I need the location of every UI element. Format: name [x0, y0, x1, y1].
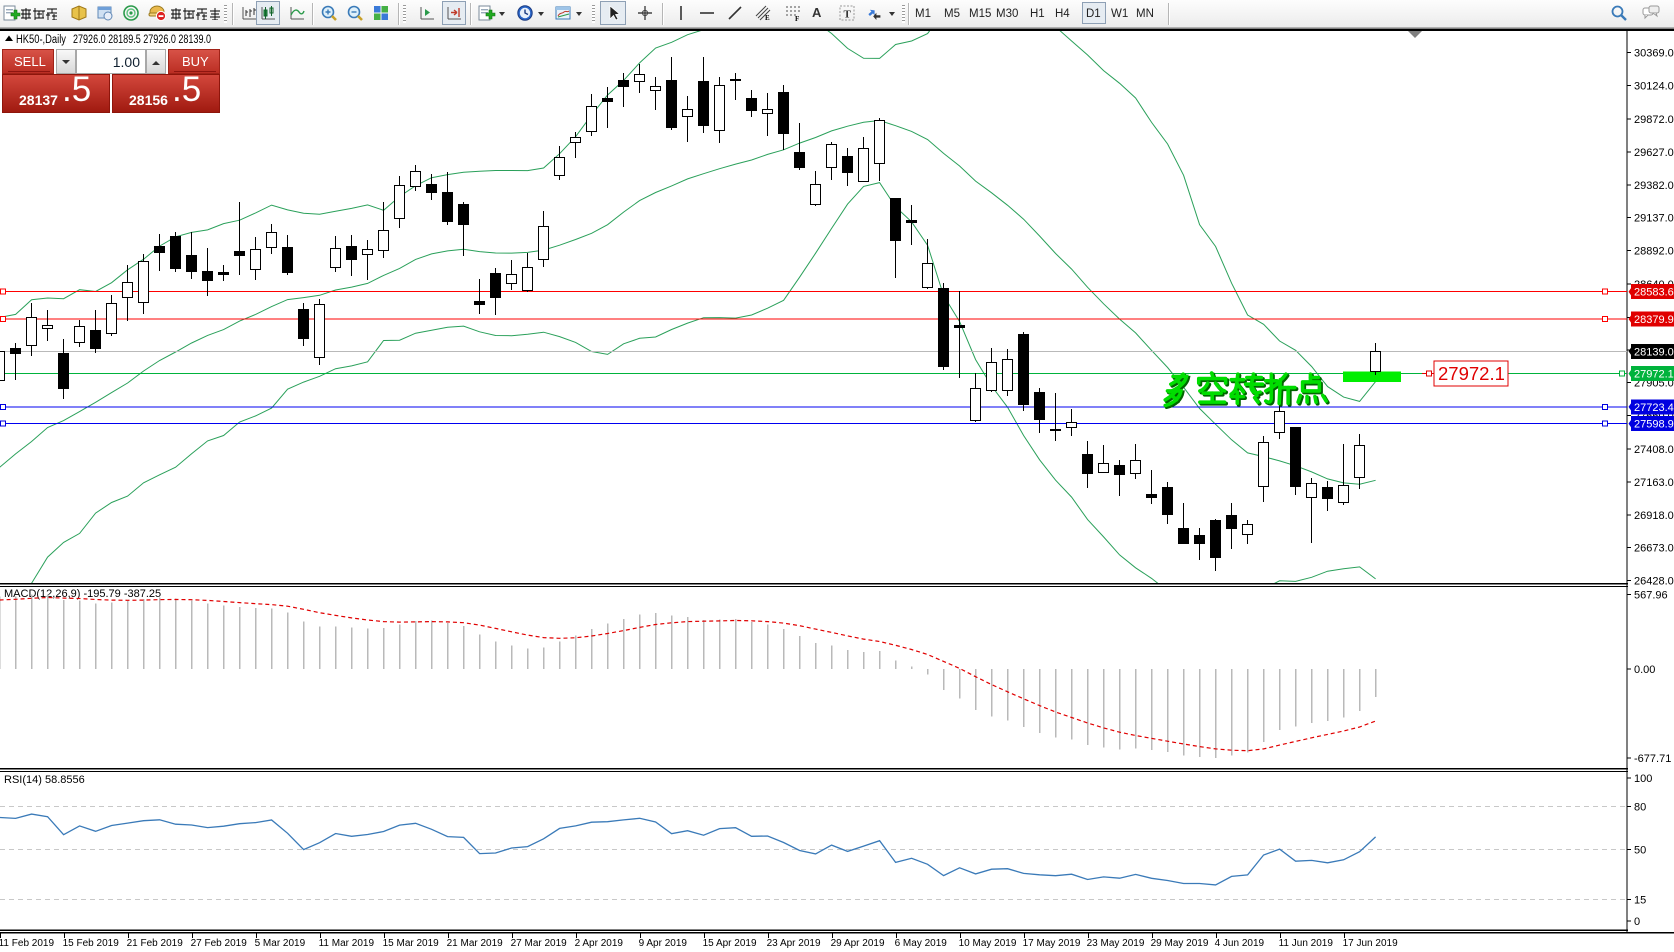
svg-text:27972.1: 27972.1 [1634, 369, 1674, 381]
svg-text:0: 0 [1634, 916, 1640, 928]
svg-text:11 Mar 2019: 11 Mar 2019 [319, 938, 375, 949]
svg-text:15: 15 [1634, 894, 1646, 906]
svg-text:2 Apr 2019: 2 Apr 2019 [575, 938, 624, 949]
svg-text:27972.1: 27972.1 [1438, 363, 1505, 384]
svg-text:MACD(12,26,9) -195.79 -387.25: MACD(12,26,9) -195.79 -387.25 [4, 588, 161, 600]
svg-text:27 Feb 2019: 27 Feb 2019 [191, 938, 248, 949]
svg-text:29137.0: 29137.0 [1634, 213, 1674, 225]
svg-text:15 Mar 2019: 15 Mar 2019 [383, 938, 440, 949]
svg-text:23 Apr 2019: 23 Apr 2019 [767, 938, 821, 949]
svg-text:29 May 2019: 29 May 2019 [1151, 938, 1209, 949]
svg-text:30369.0: 30369.0 [1634, 48, 1674, 60]
svg-text:T: T [844, 9, 852, 21]
svg-text:28583.6: 28583.6 [1634, 287, 1674, 299]
svg-text:567.96: 567.96 [1634, 589, 1668, 601]
svg-text:50: 50 [1634, 844, 1646, 856]
svg-text:26673.0: 26673.0 [1634, 543, 1674, 555]
svg-text:15 Apr 2019: 15 Apr 2019 [703, 938, 757, 949]
svg-text:15 Feb 2019: 15 Feb 2019 [63, 938, 120, 949]
svg-text:27408.0: 27408.0 [1634, 444, 1674, 456]
svg-text:4 Jun 2019: 4 Jun 2019 [1215, 938, 1265, 949]
svg-text:21 Feb 2019: 21 Feb 2019 [127, 938, 184, 949]
svg-text:17 May 2019: 17 May 2019 [1023, 938, 1081, 949]
svg-text:23 May 2019: 23 May 2019 [1087, 938, 1145, 949]
svg-text:27163.0: 27163.0 [1634, 477, 1674, 489]
svg-text:26918.0: 26918.0 [1634, 510, 1674, 522]
svg-text:27 Mar 2019: 27 Mar 2019 [511, 938, 568, 949]
svg-text:F: F [795, 15, 799, 22]
svg-text:27926.0 28189.5 27926.0 28139.: 27926.0 28189.5 27926.0 28139.0 [73, 34, 211, 46]
svg-text:29872.0: 29872.0 [1634, 114, 1674, 126]
svg-text:29627.0: 29627.0 [1634, 147, 1674, 159]
svg-text:30124.0: 30124.0 [1634, 80, 1674, 92]
svg-text:11 Feb 2019: 11 Feb 2019 [0, 938, 54, 949]
svg-text:29 Apr 2019: 29 Apr 2019 [831, 938, 885, 949]
svg-text:21 Mar 2019: 21 Mar 2019 [447, 938, 504, 949]
svg-text:11 Jun 2019: 11 Jun 2019 [1279, 938, 1334, 949]
svg-text:28892.0: 28892.0 [1634, 245, 1674, 257]
svg-text:26428.0: 26428.0 [1634, 575, 1674, 587]
svg-text:80: 80 [1634, 802, 1646, 814]
svg-text:17 Jun 2019: 17 Jun 2019 [1343, 938, 1398, 949]
svg-text:6 May 2019: 6 May 2019 [895, 938, 948, 949]
svg-text:27723.4: 27723.4 [1634, 402, 1674, 414]
svg-text:E: E [765, 14, 770, 22]
svg-text:100: 100 [1634, 773, 1652, 785]
svg-text:0.00: 0.00 [1634, 664, 1655, 676]
svg-text:5 Mar 2019: 5 Mar 2019 [255, 938, 306, 949]
svg-text:HK50-,Daily: HK50-,Daily [16, 34, 66, 46]
svg-text:28139.0: 28139.0 [1634, 346, 1674, 358]
svg-text:-677.71: -677.71 [1634, 753, 1671, 765]
svg-text:28379.9: 28379.9 [1634, 314, 1674, 326]
svg-text:27598.9: 27598.9 [1634, 419, 1674, 431]
svg-text:29382.0: 29382.0 [1634, 180, 1674, 192]
svg-text:9 Apr 2019: 9 Apr 2019 [639, 938, 688, 949]
svg-text:RSI(14) 58.8556: RSI(14) 58.8556 [4, 774, 85, 786]
svg-text:10 May 2019: 10 May 2019 [959, 938, 1017, 949]
